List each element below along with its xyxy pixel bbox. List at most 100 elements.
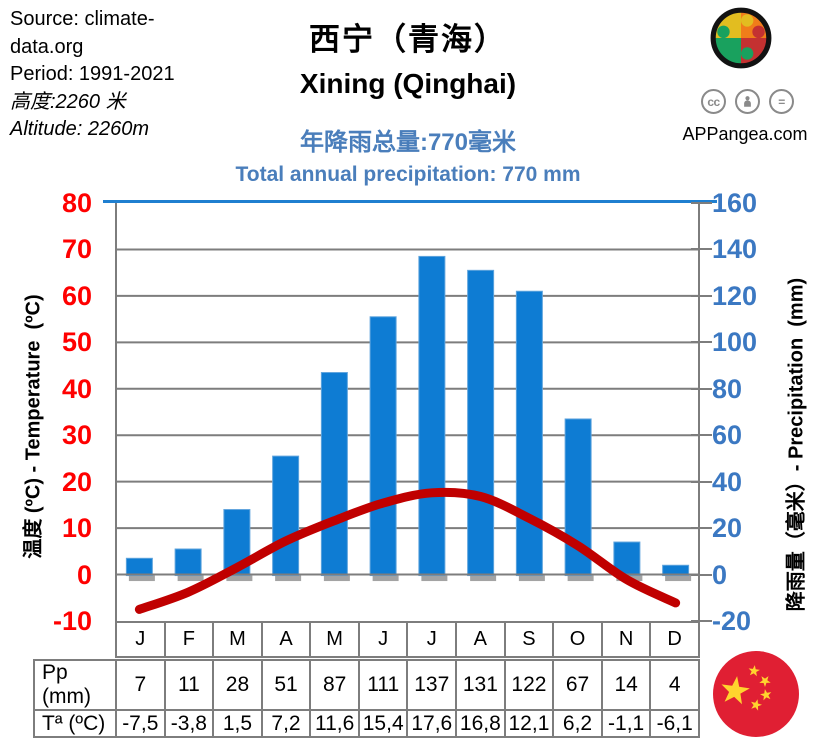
right-axis-tick-mark bbox=[691, 573, 712, 576]
right-axis-tick-label: 80 bbox=[712, 373, 743, 404]
bar-shadow bbox=[226, 575, 253, 582]
right-axis-tick-label: 100 bbox=[712, 327, 758, 358]
bar-shadow bbox=[323, 575, 350, 582]
month-label-cell: S bbox=[503, 623, 553, 656]
left-axis-tick-label: 20 bbox=[61, 466, 92, 497]
month-label-cell: M bbox=[309, 623, 358, 656]
no-derivatives-icon: = bbox=[769, 89, 794, 114]
chart-title-zh: 西宁（青海） bbox=[309, 22, 507, 57]
right-axis-tick-mark bbox=[691, 387, 712, 390]
cc-icon: cc bbox=[701, 89, 726, 114]
brand-text: APPangea.com bbox=[682, 124, 808, 144]
altitude-zh: 高度:2260 米 bbox=[10, 90, 126, 113]
left-axis-tick-label: 60 bbox=[61, 280, 92, 311]
precip-value-cell: 14 bbox=[600, 661, 650, 709]
precip-value-cell: 7 bbox=[115, 661, 164, 709]
precip-value-cell: 122 bbox=[503, 661, 553, 709]
right-axis-tick-mark bbox=[691, 294, 712, 297]
bar-shadow bbox=[372, 575, 399, 582]
bar-shadow bbox=[421, 575, 448, 582]
precipitation-bar bbox=[174, 548, 202, 577]
altitude-en: Altitude: 2260m bbox=[10, 118, 149, 140]
cc-license-row: cc = bbox=[701, 89, 811, 114]
precip-value-cell: 67 bbox=[552, 661, 601, 709]
left-axis-tick-label: -10 bbox=[52, 606, 92, 636]
month-label-cell: J bbox=[135, 628, 146, 650]
month-label-cell: A bbox=[260, 623, 310, 656]
temp-value-cell: -6,1 bbox=[649, 709, 698, 736]
precip-value-cell: 111 bbox=[357, 661, 407, 709]
month-label-cell: F bbox=[163, 623, 213, 656]
precip-value-cell: 28 bbox=[212, 661, 261, 709]
attribution-person-icon bbox=[735, 89, 760, 114]
left-axis-tick-label: 40 bbox=[61, 373, 92, 404]
climate-data-table: Pp (mm) 7 11 28 51 87 111 137 131 122 67 14 4 Tª (ºC)… bbox=[33, 659, 700, 738]
left-axis-tick-label: 70 bbox=[61, 234, 92, 265]
month-label-cell: A bbox=[455, 623, 504, 656]
precip-value-cell: 51 bbox=[260, 661, 310, 709]
month-label-cell: J bbox=[357, 623, 407, 656]
temp-value-cell: 15,4 bbox=[357, 709, 407, 736]
appangea-puzzle-logo bbox=[710, 7, 772, 69]
right-axis-tick-label: 120 bbox=[712, 280, 758, 311]
right-axis-tick-label: 160 bbox=[712, 188, 758, 218]
right-axis-tick-mark bbox=[691, 434, 712, 437]
right-axis-tick-mark bbox=[691, 480, 712, 483]
right-axis-tick-label: 40 bbox=[712, 466, 743, 497]
plot-area bbox=[115, 203, 700, 621]
right-axis-tick-label: 60 bbox=[712, 420, 743, 451]
temp-value-cell: 6,2 bbox=[552, 709, 601, 736]
source-line-1: Source: climate- bbox=[10, 8, 155, 30]
precip-row-label: Pp (mm) bbox=[42, 661, 91, 708]
right-axis-tick-mark bbox=[691, 202, 712, 204]
precipitation-bar bbox=[272, 455, 300, 577]
right-axis-tick-label: -20 bbox=[712, 606, 752, 636]
subtitle-zh: 年降雨总量:770毫米 bbox=[299, 129, 517, 156]
precipitation-bar bbox=[320, 372, 348, 577]
month-label-cell: D bbox=[649, 623, 698, 656]
plot-top-border bbox=[103, 200, 717, 203]
temp-value-cell: 17,6 bbox=[406, 709, 456, 736]
temp-value-cell: -7,5 bbox=[115, 709, 164, 736]
left-axis-tick-label: 50 bbox=[61, 327, 92, 358]
left-axis-tick-label: 0 bbox=[76, 559, 92, 590]
temp-value-cell: -3,8 bbox=[163, 709, 213, 736]
precip-value-cell: 87 bbox=[309, 661, 358, 709]
precip-value-cell: 4 bbox=[649, 661, 698, 709]
temp-value-cell: 12,1 bbox=[503, 709, 553, 736]
temp-value-cell: 7,2 bbox=[260, 709, 310, 736]
bar-shadow bbox=[470, 575, 497, 582]
chart-title-en: Xining (Qinghai) bbox=[299, 68, 517, 99]
flag-disc bbox=[713, 651, 799, 737]
bar-shadow bbox=[567, 575, 594, 582]
precipitation-bar bbox=[125, 557, 153, 577]
month-label-cell: O bbox=[552, 623, 601, 656]
precipitation-bar bbox=[515, 290, 543, 577]
bar-shadow bbox=[128, 575, 155, 582]
month-label-cell: N bbox=[600, 623, 650, 656]
bar-shadow bbox=[518, 575, 545, 582]
subtitle-en: Total annual precipitation: 770 mm bbox=[235, 163, 581, 186]
right-axis-tick-mark bbox=[691, 527, 712, 530]
left-axis-tick-label: 80 bbox=[61, 188, 92, 218]
right-axis-tick-mark bbox=[691, 341, 712, 344]
right-axis-tick-label: 20 bbox=[712, 513, 743, 544]
flag-big-star bbox=[721, 676, 750, 705]
temp-row-label: Tª (ºC) bbox=[35, 709, 115, 736]
flag-small-star bbox=[751, 699, 762, 711]
flag-small-star bbox=[759, 676, 771, 687]
precip-value-cell: 131 bbox=[455, 661, 504, 709]
precipitation-bar bbox=[467, 269, 495, 577]
flag-small-star bbox=[760, 689, 772, 701]
month-label-cell: J bbox=[406, 623, 455, 656]
period-line: Period: 1991-2021 bbox=[10, 63, 175, 85]
temp-value-cell: 16,8 bbox=[455, 709, 504, 736]
right-axis-tick-mark bbox=[691, 248, 712, 251]
left-axis-tick-label: 30 bbox=[61, 420, 92, 451]
month-label-cell: M bbox=[212, 623, 261, 656]
bar-shadow bbox=[665, 575, 692, 582]
precipitation-bar bbox=[418, 255, 446, 577]
right-axis-tick-label: 140 bbox=[712, 234, 758, 265]
flag-small-star bbox=[748, 665, 760, 677]
